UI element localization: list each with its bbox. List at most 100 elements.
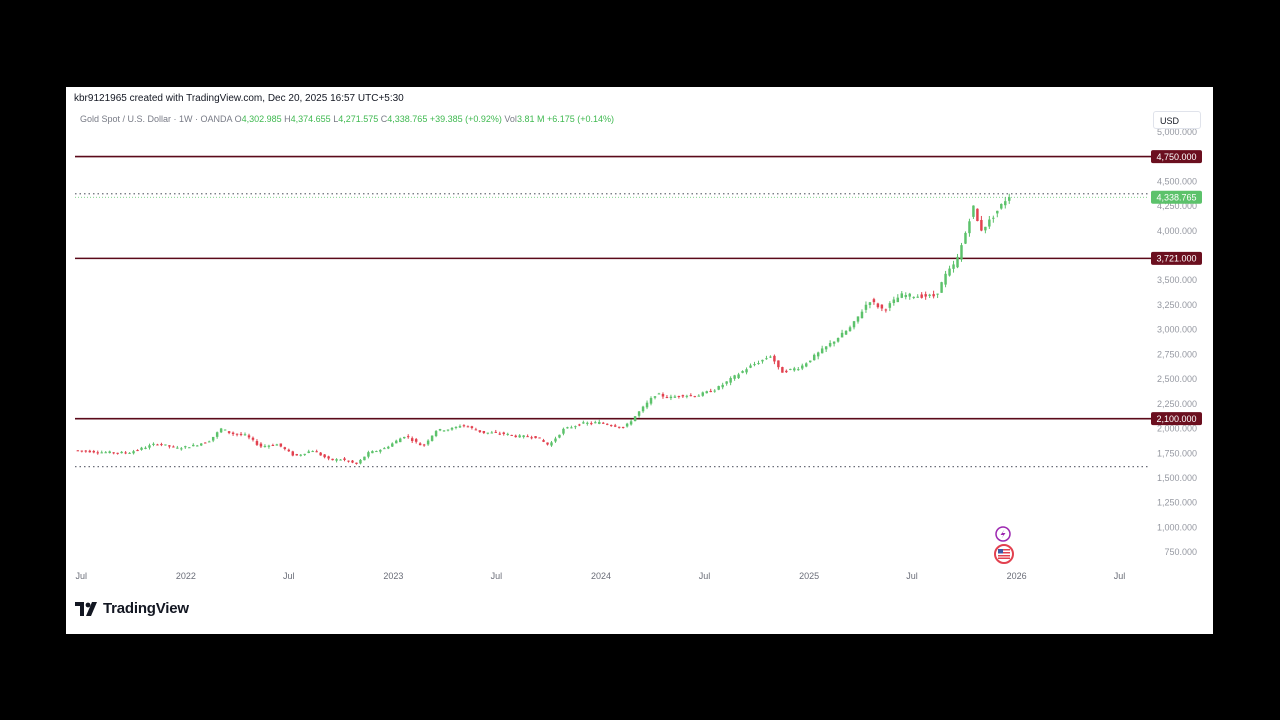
candle-body	[836, 338, 840, 342]
candle-body	[351, 460, 354, 463]
candle-body	[235, 433, 239, 435]
candle-body	[399, 438, 402, 443]
candle-body	[562, 428, 565, 434]
candle-body	[976, 208, 979, 222]
tradingview-logo-icon	[75, 601, 97, 616]
candle-body	[968, 221, 971, 234]
candle-body	[689, 395, 693, 397]
candle-body	[104, 452, 107, 454]
candle-body	[972, 205, 975, 217]
candle-body	[152, 443, 155, 445]
candle-body	[681, 395, 685, 397]
candle-body	[259, 443, 263, 447]
candle-body	[880, 304, 884, 309]
candle-body	[223, 429, 227, 431]
candle-body	[717, 386, 720, 390]
candle-body	[200, 443, 203, 446]
candle-body	[291, 451, 295, 456]
candle-body	[745, 369, 748, 373]
x-tick-label: Jul	[699, 571, 711, 581]
candle-body	[363, 456, 366, 461]
candle-body	[184, 446, 187, 448]
candle-body	[327, 456, 330, 459]
currency-selector[interactable]: USD	[1153, 111, 1201, 129]
candle-body	[132, 451, 135, 454]
high-value: 4,374.655	[290, 114, 331, 124]
candle-body	[379, 449, 382, 452]
candle-body	[789, 368, 792, 370]
candle-body	[438, 429, 442, 431]
close-value: 4,338.765	[387, 114, 428, 124]
candle-body	[446, 429, 450, 431]
candle-body	[391, 443, 394, 447]
candle-body	[649, 398, 653, 404]
candle-body	[80, 450, 84, 452]
candle-body	[713, 390, 716, 392]
candle-body	[387, 446, 390, 449]
lightning-event-icon[interactable]	[995, 526, 1011, 542]
candle-body	[864, 304, 868, 310]
candle-body	[673, 396, 677, 398]
y-tick-label: 3,500.000	[1157, 275, 1197, 285]
candle-body	[403, 436, 406, 439]
candle-body	[124, 452, 127, 454]
volume-value: 3.81 M	[516, 114, 545, 124]
candle-body	[988, 219, 991, 227]
tradingview-logo[interactable]: TradingView	[75, 600, 189, 617]
x-tick-label: 2022	[176, 571, 196, 581]
candle-body	[797, 369, 800, 371]
candles	[76, 193, 1011, 465]
us-flag-event-icon[interactable]	[994, 544, 1014, 564]
candle-body	[912, 296, 915, 298]
candle-body	[602, 422, 605, 424]
candle-body	[331, 458, 334, 461]
candle-body	[267, 445, 271, 447]
candle-body	[470, 426, 474, 428]
change-value: +39.385 (+0.92%)	[429, 114, 502, 124]
candle-body	[148, 445, 151, 448]
candle-body	[606, 423, 609, 425]
candle-body	[510, 434, 513, 436]
candle-body	[410, 438, 414, 441]
candle-body	[737, 374, 740, 379]
candle-body	[239, 433, 243, 435]
tradingview-wordmark: TradingView	[103, 600, 189, 617]
candle-body	[980, 219, 983, 231]
candle-body	[247, 435, 251, 438]
candle-body	[192, 444, 195, 447]
y-tick-label: 1,500.000	[1157, 473, 1197, 483]
last-price-badge	[1151, 190, 1202, 204]
event-markers[interactable]	[994, 526, 1014, 564]
candle-body	[168, 445, 171, 447]
candle-body	[1008, 197, 1011, 201]
candle-body	[832, 341, 836, 344]
candle-body	[514, 435, 517, 438]
candle-body	[801, 365, 804, 369]
candle-body	[263, 445, 267, 447]
candle-body	[319, 452, 322, 456]
candle-body	[554, 438, 557, 442]
candle-body	[637, 411, 641, 416]
candle-body	[96, 452, 99, 454]
candle-body	[339, 459, 342, 461]
candle-body	[928, 294, 931, 296]
y-tick-label: 1,250.000	[1157, 498, 1197, 508]
candle-body	[709, 390, 712, 393]
candle-body	[227, 431, 231, 433]
candle-body	[948, 268, 951, 276]
symbol-legend[interactable]: Gold Spot / U.S. Dollar · 1W · OANDA O4,…	[80, 114, 614, 124]
volume-change-value: +6.175 (+0.14%)	[546, 114, 615, 124]
candle-body	[367, 452, 370, 457]
candle-body	[530, 437, 533, 439]
candle-body	[665, 397, 669, 399]
candle-body	[418, 443, 422, 446]
symbol-name[interactable]: Gold Spot / U.S. Dollar · 1W · OANDA	[80, 114, 233, 124]
candle-body	[924, 294, 927, 297]
candle-body	[482, 430, 486, 434]
candle-body	[725, 381, 728, 384]
candle-body	[578, 424, 581, 426]
candle-body	[852, 321, 856, 328]
candle-body	[868, 302, 872, 306]
price-chart[interactable]: 750.000 1,000.000 1,250.000 1,500.000 1,750.…	[66, 87, 1213, 587]
candle-body	[661, 394, 665, 397]
